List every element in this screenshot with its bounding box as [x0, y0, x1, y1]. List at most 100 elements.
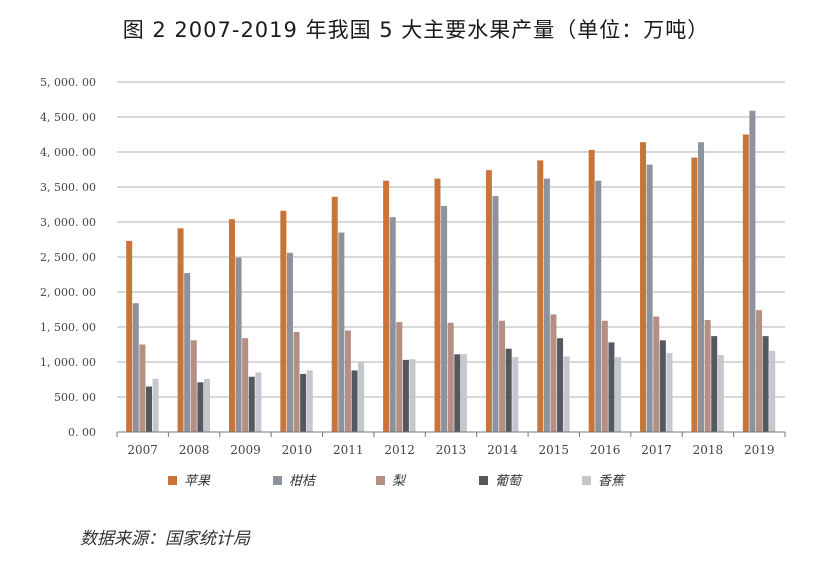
- bar: [698, 142, 705, 432]
- bar: [389, 217, 396, 432]
- y-tick-label: 2, 500. 00: [40, 251, 96, 264]
- legend-label: 柑桔: [289, 474, 317, 489]
- bar: [280, 210, 287, 432]
- legend-swatch: [376, 476, 385, 485]
- y-tick-label: 5, 000. 00: [40, 76, 96, 89]
- bar: [640, 142, 647, 432]
- legend-swatch: [479, 476, 488, 485]
- x-tick-label: 2018: [693, 443, 724, 457]
- bar: [286, 252, 293, 432]
- bar: [711, 336, 718, 432]
- bar: [306, 370, 313, 432]
- bar: [145, 386, 152, 432]
- y-tick-label: 4, 000. 00: [40, 146, 96, 159]
- bar: [383, 180, 390, 432]
- bar: [396, 322, 403, 432]
- bar: [601, 320, 608, 432]
- x-axis: [116, 431, 786, 437]
- y-tick-label: 1, 500. 00: [40, 321, 96, 334]
- bar: [537, 160, 544, 432]
- bar: [190, 340, 197, 432]
- legend-label: 香蕉: [598, 474, 626, 489]
- y-tick-label: 3, 000. 00: [40, 216, 96, 229]
- y-tick-label: 1, 000. 00: [40, 356, 96, 369]
- x-tick-label: 2008: [179, 443, 210, 457]
- bar: [197, 382, 204, 432]
- y-tick-label: 0. 00: [68, 426, 96, 439]
- bar: [344, 330, 351, 432]
- bar: [454, 354, 461, 432]
- bar: [460, 354, 467, 432]
- bar: [152, 378, 159, 432]
- bar: [300, 373, 307, 432]
- bar: [434, 178, 441, 432]
- bar: [557, 338, 564, 432]
- bar: [563, 356, 570, 432]
- bar: [248, 376, 255, 432]
- bar: [595, 180, 602, 432]
- bar: [351, 370, 358, 432]
- bar: [756, 310, 763, 432]
- y-tick-label: 3, 500. 00: [40, 181, 96, 194]
- bar: [749, 110, 756, 432]
- x-tick-label: 2015: [538, 443, 569, 457]
- bar: [177, 228, 184, 432]
- bar: [441, 205, 448, 432]
- legend-label: 苹果: [184, 474, 211, 489]
- x-tick-label: 2014: [487, 443, 518, 457]
- bar: [543, 178, 550, 432]
- bar: [550, 314, 557, 432]
- legend-swatch: [582, 476, 591, 485]
- bar: [255, 372, 262, 432]
- x-tick-label: 2013: [436, 443, 467, 457]
- bar: [769, 350, 776, 432]
- y-axis-ticks: 0. 00 500. 00 1, 000. 00 1, 500. 00 2, 000. …: [40, 76, 96, 439]
- bar: [338, 232, 345, 432]
- legend-label: 梨: [392, 474, 407, 489]
- x-tick-label: 2016: [590, 443, 621, 457]
- bar: [499, 320, 506, 432]
- bar: [331, 196, 338, 432]
- y-tick-label: 4, 500. 00: [40, 111, 96, 124]
- chart-title: 图 2 2007-2019 年我国 5 大主要水果产量（单位：万吨）: [122, 18, 710, 42]
- bar: [235, 257, 242, 432]
- bar: [228, 219, 235, 432]
- bar: [653, 316, 660, 432]
- bar: [203, 378, 210, 432]
- bar: [762, 336, 769, 432]
- bar: [358, 362, 365, 432]
- bar: [691, 157, 698, 432]
- x-tick-label: 2012: [384, 443, 415, 457]
- x-tick-label: 2007: [127, 443, 158, 457]
- bar: [505, 348, 512, 432]
- bar: [608, 342, 615, 432]
- bar: [139, 344, 146, 432]
- bar: [184, 273, 191, 432]
- bar: [126, 240, 133, 432]
- bar: [717, 355, 724, 432]
- x-tick-label: 2009: [230, 443, 261, 457]
- bar: [615, 357, 622, 432]
- bar: [242, 338, 249, 432]
- x-tick-label: 2019: [744, 443, 775, 457]
- bar: [704, 320, 711, 432]
- x-tick-label: 2010: [282, 443, 313, 457]
- bar: [402, 359, 409, 432]
- x-tick-label: 2017: [641, 443, 672, 457]
- x-axis-ticks: 2007 2008 2009 2010 2011 2012 2013 2014 2015 2016…: [127, 443, 774, 457]
- bars: [126, 110, 776, 432]
- bar: [666, 352, 673, 432]
- bar: [659, 340, 666, 432]
- bar: [742, 134, 749, 432]
- legend: 苹果 柑桔 梨 葡萄 香蕉: [168, 474, 626, 489]
- bar: [646, 164, 653, 432]
- bar: [512, 357, 519, 432]
- legend-swatch: [168, 476, 177, 485]
- y-tick-label: 2, 000. 00: [40, 286, 96, 299]
- bar: [293, 331, 300, 432]
- bar: [485, 170, 492, 432]
- bar: [492, 196, 499, 432]
- y-tick-label: 500. 00: [54, 391, 96, 404]
- bar: [447, 322, 454, 432]
